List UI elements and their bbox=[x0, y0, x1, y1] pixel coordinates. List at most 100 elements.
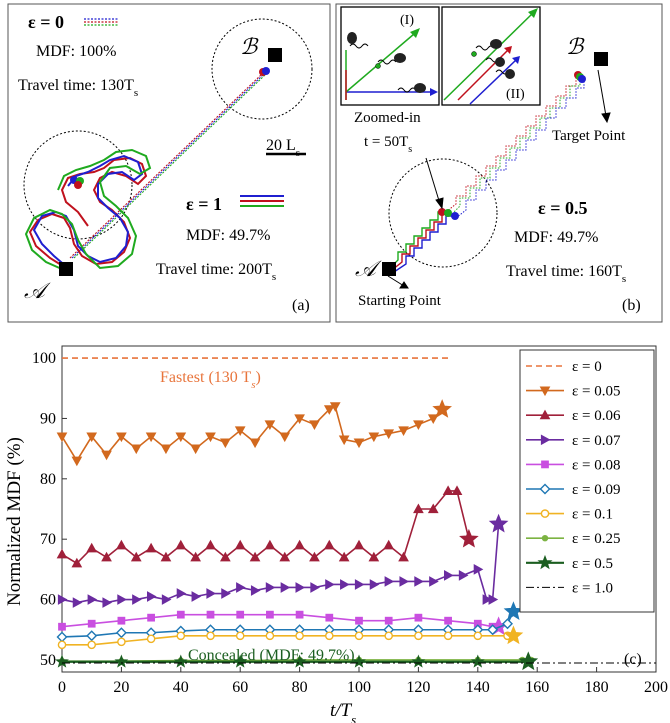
panel-a-tag: (a) bbox=[292, 297, 310, 314]
data-point bbox=[265, 582, 276, 593]
legend-marker bbox=[539, 386, 551, 397]
data-point bbox=[175, 432, 187, 443]
legend-label: ε = 0.5 bbox=[572, 556, 613, 572]
panel-c-tag: (c) bbox=[624, 651, 642, 668]
series-4 bbox=[58, 610, 509, 636]
data-point bbox=[354, 579, 365, 590]
data-point bbox=[309, 551, 320, 562]
legend-marker bbox=[539, 483, 551, 495]
data-point bbox=[234, 539, 246, 550]
data-point bbox=[57, 640, 67, 650]
target-circle-a bbox=[211, 18, 313, 120]
data-point bbox=[384, 616, 393, 625]
data-point bbox=[444, 616, 452, 625]
x-tick-label: 40 bbox=[173, 679, 189, 696]
data-point bbox=[383, 429, 395, 440]
data-point bbox=[87, 619, 96, 628]
data-point bbox=[101, 551, 112, 562]
concealed-annotation: Concealed (MDF: 49.7%) bbox=[188, 647, 355, 664]
start-marker-a bbox=[59, 262, 73, 276]
eps0-legend-lines bbox=[84, 18, 118, 26]
inset-2-label: (II) bbox=[506, 87, 525, 102]
data-point bbox=[473, 631, 483, 641]
eps0-mdf: MDF: 100% bbox=[36, 43, 116, 60]
data-point bbox=[325, 613, 334, 622]
data-point bbox=[175, 539, 187, 550]
legend-label: ε = 0.09 bbox=[572, 482, 621, 498]
data-point bbox=[280, 582, 291, 593]
axis-ticks: 0 20 40 60 80 100 120 140 160 180 200 50 60 70 80 90 100 bbox=[32, 350, 668, 696]
series-6 bbox=[57, 625, 524, 650]
data-point bbox=[414, 576, 424, 587]
data-point bbox=[145, 432, 157, 443]
data-point bbox=[353, 438, 365, 449]
inset-2-content bbox=[443, 8, 538, 105]
panel-b: (I) (II) bbox=[335, 3, 663, 323]
data-point bbox=[56, 548, 68, 559]
data-point bbox=[294, 414, 305, 424]
data-point bbox=[160, 551, 172, 562]
data-point bbox=[160, 444, 172, 455]
y-tick-label: 100 bbox=[32, 350, 56, 367]
data-point bbox=[205, 539, 216, 550]
data-point bbox=[190, 551, 201, 562]
target-marker-a bbox=[268, 48, 282, 62]
eps1-paths bbox=[24, 148, 152, 271]
data-point bbox=[265, 631, 275, 641]
eps1-label: ε = 1 bbox=[186, 194, 222, 214]
data-point bbox=[329, 402, 341, 412]
data-point bbox=[451, 485, 463, 495]
data-point bbox=[220, 551, 231, 562]
y-tick-label: 60 bbox=[40, 592, 56, 609]
data-point bbox=[427, 414, 439, 424]
data-point bbox=[206, 588, 217, 599]
eps0-label: ε = 0 bbox=[28, 12, 64, 32]
legend-frame bbox=[519, 349, 655, 613]
data-point bbox=[145, 542, 157, 553]
data-point bbox=[117, 637, 126, 647]
data-point bbox=[458, 570, 469, 581]
inset-2-frame bbox=[441, 6, 541, 106]
zoom-line1: Zoomed-in bbox=[354, 110, 421, 126]
data-point bbox=[264, 539, 276, 550]
data-point bbox=[470, 654, 485, 668]
data-point bbox=[71, 456, 83, 467]
data-point bbox=[383, 539, 395, 550]
legend-label: ε = 0 bbox=[572, 359, 602, 375]
data-point bbox=[338, 551, 350, 562]
data-point bbox=[101, 450, 112, 461]
y-tick-label: 80 bbox=[40, 471, 56, 488]
data-point bbox=[309, 420, 320, 431]
x-tick-label: 60 bbox=[232, 679, 248, 696]
series-end-star bbox=[488, 513, 509, 533]
data-point bbox=[146, 634, 156, 644]
data-point bbox=[205, 432, 216, 443]
data-point bbox=[355, 616, 363, 625]
legend-marker bbox=[539, 409, 551, 420]
panel-c: 0 20 40 60 80 100 120 140 160 180 200 50 60 70 80 90 100… bbox=[4, 345, 668, 723]
data-point bbox=[55, 654, 69, 668]
data-point bbox=[86, 542, 98, 553]
data-point bbox=[411, 654, 426, 668]
data-point bbox=[114, 654, 129, 668]
eps0-paths bbox=[69, 73, 267, 259]
data-point bbox=[130, 551, 142, 562]
legend-marker bbox=[540, 434, 551, 446]
data-point bbox=[398, 551, 409, 562]
legend-label: ε = 0.05 bbox=[572, 384, 621, 400]
data-point bbox=[368, 432, 380, 443]
x-tick-label: 140 bbox=[466, 679, 490, 696]
data-point bbox=[340, 579, 350, 590]
series-layer bbox=[55, 357, 656, 671]
data-point bbox=[482, 594, 493, 605]
data-point bbox=[443, 631, 453, 641]
data-point bbox=[236, 610, 245, 619]
data-point bbox=[87, 640, 96, 650]
data-point bbox=[279, 551, 291, 562]
x-tick-label: 0 bbox=[58, 679, 66, 696]
data-point bbox=[176, 588, 187, 599]
series-end-star bbox=[518, 651, 539, 671]
data-point bbox=[72, 597, 83, 608]
legend-marker bbox=[541, 460, 549, 469]
start-marker-b bbox=[382, 262, 396, 276]
